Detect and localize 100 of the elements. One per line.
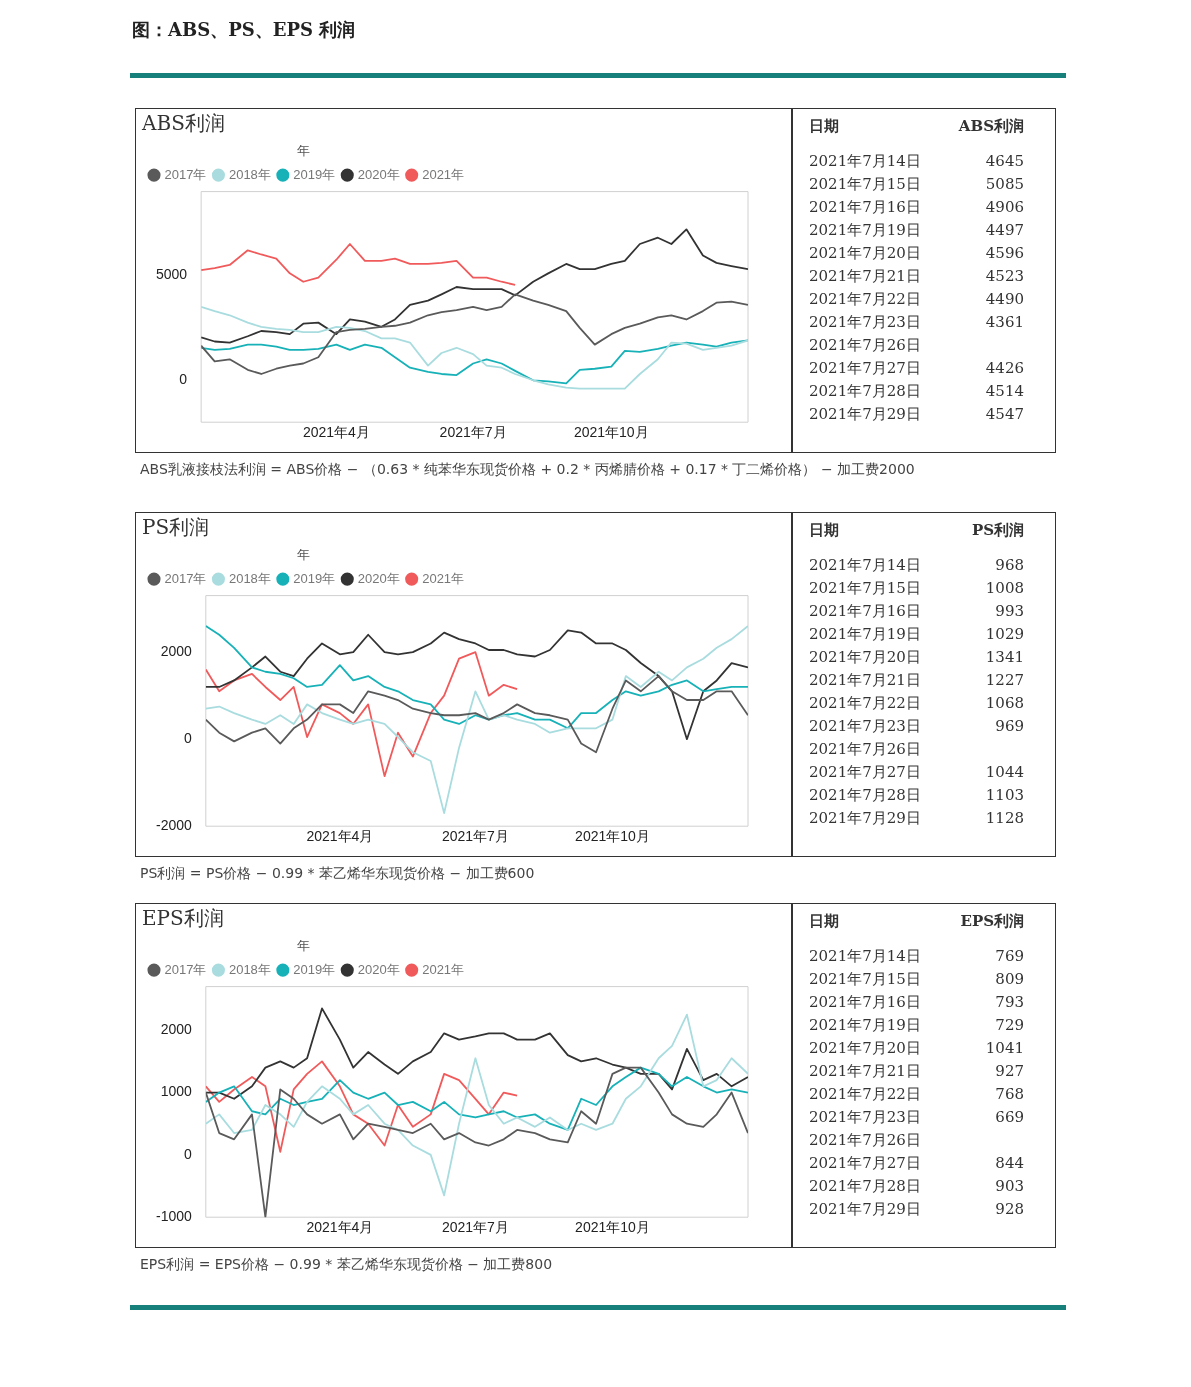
category-label: 2021年7月28日	[809, 382, 921, 401]
data-label: 1044	[984, 763, 1024, 782]
data-label: 1008	[984, 579, 1024, 598]
data-label: 1041	[984, 1039, 1024, 1058]
data-label: 969	[994, 717, 1024, 736]
legend-label: 2021年	[422, 570, 465, 586]
category-label: 2021年7月27日	[809, 1154, 921, 1173]
data-label: 1341	[984, 648, 1024, 667]
legend-title: 年	[296, 938, 310, 954]
y-tick-label: 5000	[155, 266, 188, 283]
data-label: 993	[994, 602, 1024, 621]
text: ABS利润	[958, 117, 1024, 136]
data-label: 669	[994, 1108, 1024, 1127]
category-label: 2021年7月21日	[809, 1062, 921, 1081]
data-label: 4906	[984, 198, 1024, 217]
legend-label: 2020年	[357, 961, 400, 977]
legend-label: 2020年	[357, 166, 400, 182]
category-label: 2021年7月21日	[809, 267, 921, 286]
legend-title: 年	[296, 143, 310, 159]
x-tick-label: 2021年7月	[441, 828, 509, 845]
category-label: 2021年7月22日	[809, 694, 921, 713]
data-label: 4596	[984, 244, 1024, 263]
legend-label: 2017年	[164, 961, 207, 977]
data-label: 4426	[984, 359, 1024, 378]
text: ABS乳液接枝法利润 = ABS价格 − （0.63 * 纯苯华东现货价格 + 0.2 * 丙烯腈价格 + 0.17 * 丁二烯价格） − 加工费2000	[140, 460, 916, 478]
category-label: 2021年7月21日	[809, 671, 921, 690]
data-label: 4497	[984, 221, 1024, 240]
data-label: 793	[994, 993, 1024, 1012]
legend-label: 2017年	[164, 570, 207, 586]
category-label: 2021年7月16日	[809, 602, 921, 621]
y-tick-label: -2000	[155, 817, 193, 834]
chart-title: PS利润	[142, 515, 210, 540]
legend-label: 2019年	[293, 166, 336, 182]
y-tick-label: 0	[184, 730, 193, 747]
legend-label: 2018年	[228, 570, 271, 586]
category-label: 2021年7月29日	[809, 809, 921, 828]
legend-label: 2021年	[422, 166, 465, 182]
data-label: 4514	[984, 382, 1024, 401]
category-label: 2021年7月27日	[809, 359, 921, 378]
category-label: 2021年7月23日	[809, 1108, 921, 1127]
data-label: 4523	[984, 267, 1024, 286]
data-label: 809	[994, 970, 1024, 989]
category-label: 2021年7月22日	[809, 1085, 921, 1104]
data-label: 1068	[984, 694, 1024, 713]
x-tick-label: 2021年7月	[441, 1219, 509, 1236]
data-label: 4361	[984, 313, 1024, 332]
x-tick-label: 2021年4月	[306, 828, 374, 845]
chart-title: EPS利润	[142, 906, 224, 931]
data-label: 729	[994, 1016, 1024, 1035]
data-label: 903	[994, 1177, 1024, 1196]
y-tick-label: 0	[184, 1145, 193, 1162]
y-tick-label: 0	[179, 371, 188, 388]
text: 日期	[809, 912, 839, 931]
legend-label: 2020年	[357, 570, 400, 586]
data-label: 844	[994, 1154, 1024, 1173]
data-label: 1227	[984, 671, 1024, 690]
text: EPS利润	[960, 912, 1024, 931]
y-tick-label: 1000	[160, 1083, 193, 1100]
x-tick-label: 2021年4月	[306, 1219, 374, 1236]
category-label: 2021年7月22日	[809, 290, 921, 309]
category-label: 2021年7月26日	[809, 1131, 921, 1150]
data-label: 4490	[984, 290, 1024, 309]
category-label: 2021年7月19日	[809, 1016, 921, 1035]
category-label: 2021年7月20日	[809, 648, 921, 667]
category-label: 2021年7月19日	[809, 221, 921, 240]
category-label: 2021年7月29日	[809, 1200, 921, 1219]
category-label: 2021年7月16日	[809, 198, 921, 217]
x-tick-label: 2021年7月	[439, 424, 507, 441]
category-label: 2021年7月26日	[809, 336, 921, 355]
data-label: 768	[994, 1085, 1024, 1104]
data-label: 769	[994, 947, 1024, 966]
data-label: 927	[994, 1062, 1024, 1081]
category-label: 2021年7月15日	[809, 175, 921, 194]
x-tick-label: 2021年10月	[573, 424, 649, 441]
y-tick-label: 2000	[160, 1021, 193, 1038]
legend-label: 2017年	[164, 166, 207, 182]
legend-label: 2021年	[422, 961, 465, 977]
y-tick-label: 2000	[160, 643, 193, 660]
category-label: 2021年7月27日	[809, 763, 921, 782]
category-label: 2021年7月23日	[809, 717, 921, 736]
chart-title: ABS利润	[141, 111, 225, 136]
category-label: 2021年7月14日	[809, 152, 921, 171]
category-label: 2021年7月15日	[809, 579, 921, 598]
legend-label: 2019年	[293, 961, 336, 977]
x-tick-label: 2021年10月	[575, 828, 650, 845]
data-label: 4645	[984, 152, 1024, 171]
legend-title: 年	[296, 547, 310, 563]
text: EPS利润 = EPS价格 − 0.99 * 苯乙烯华东现货价格 − 加工费800	[140, 1255, 554, 1273]
category-label: 2021年7月16日	[809, 993, 921, 1012]
legend-label: 2019年	[293, 570, 336, 586]
data-label: 1128	[984, 809, 1024, 828]
text: PS利润	[971, 521, 1024, 540]
category-label: 2021年7月20日	[809, 1039, 921, 1058]
category-label: 2021年7月19日	[809, 625, 921, 644]
text: 日期	[809, 521, 839, 540]
data-label: 1029	[984, 625, 1024, 644]
data-label: 1103	[984, 786, 1024, 805]
category-label: 2021年7月23日	[809, 313, 921, 332]
text: PS利润 = PS价格 − 0.99 * 苯乙烯华东现货价格 − 加工费600	[140, 864, 536, 882]
category-label: 2021年7月14日	[809, 556, 921, 575]
